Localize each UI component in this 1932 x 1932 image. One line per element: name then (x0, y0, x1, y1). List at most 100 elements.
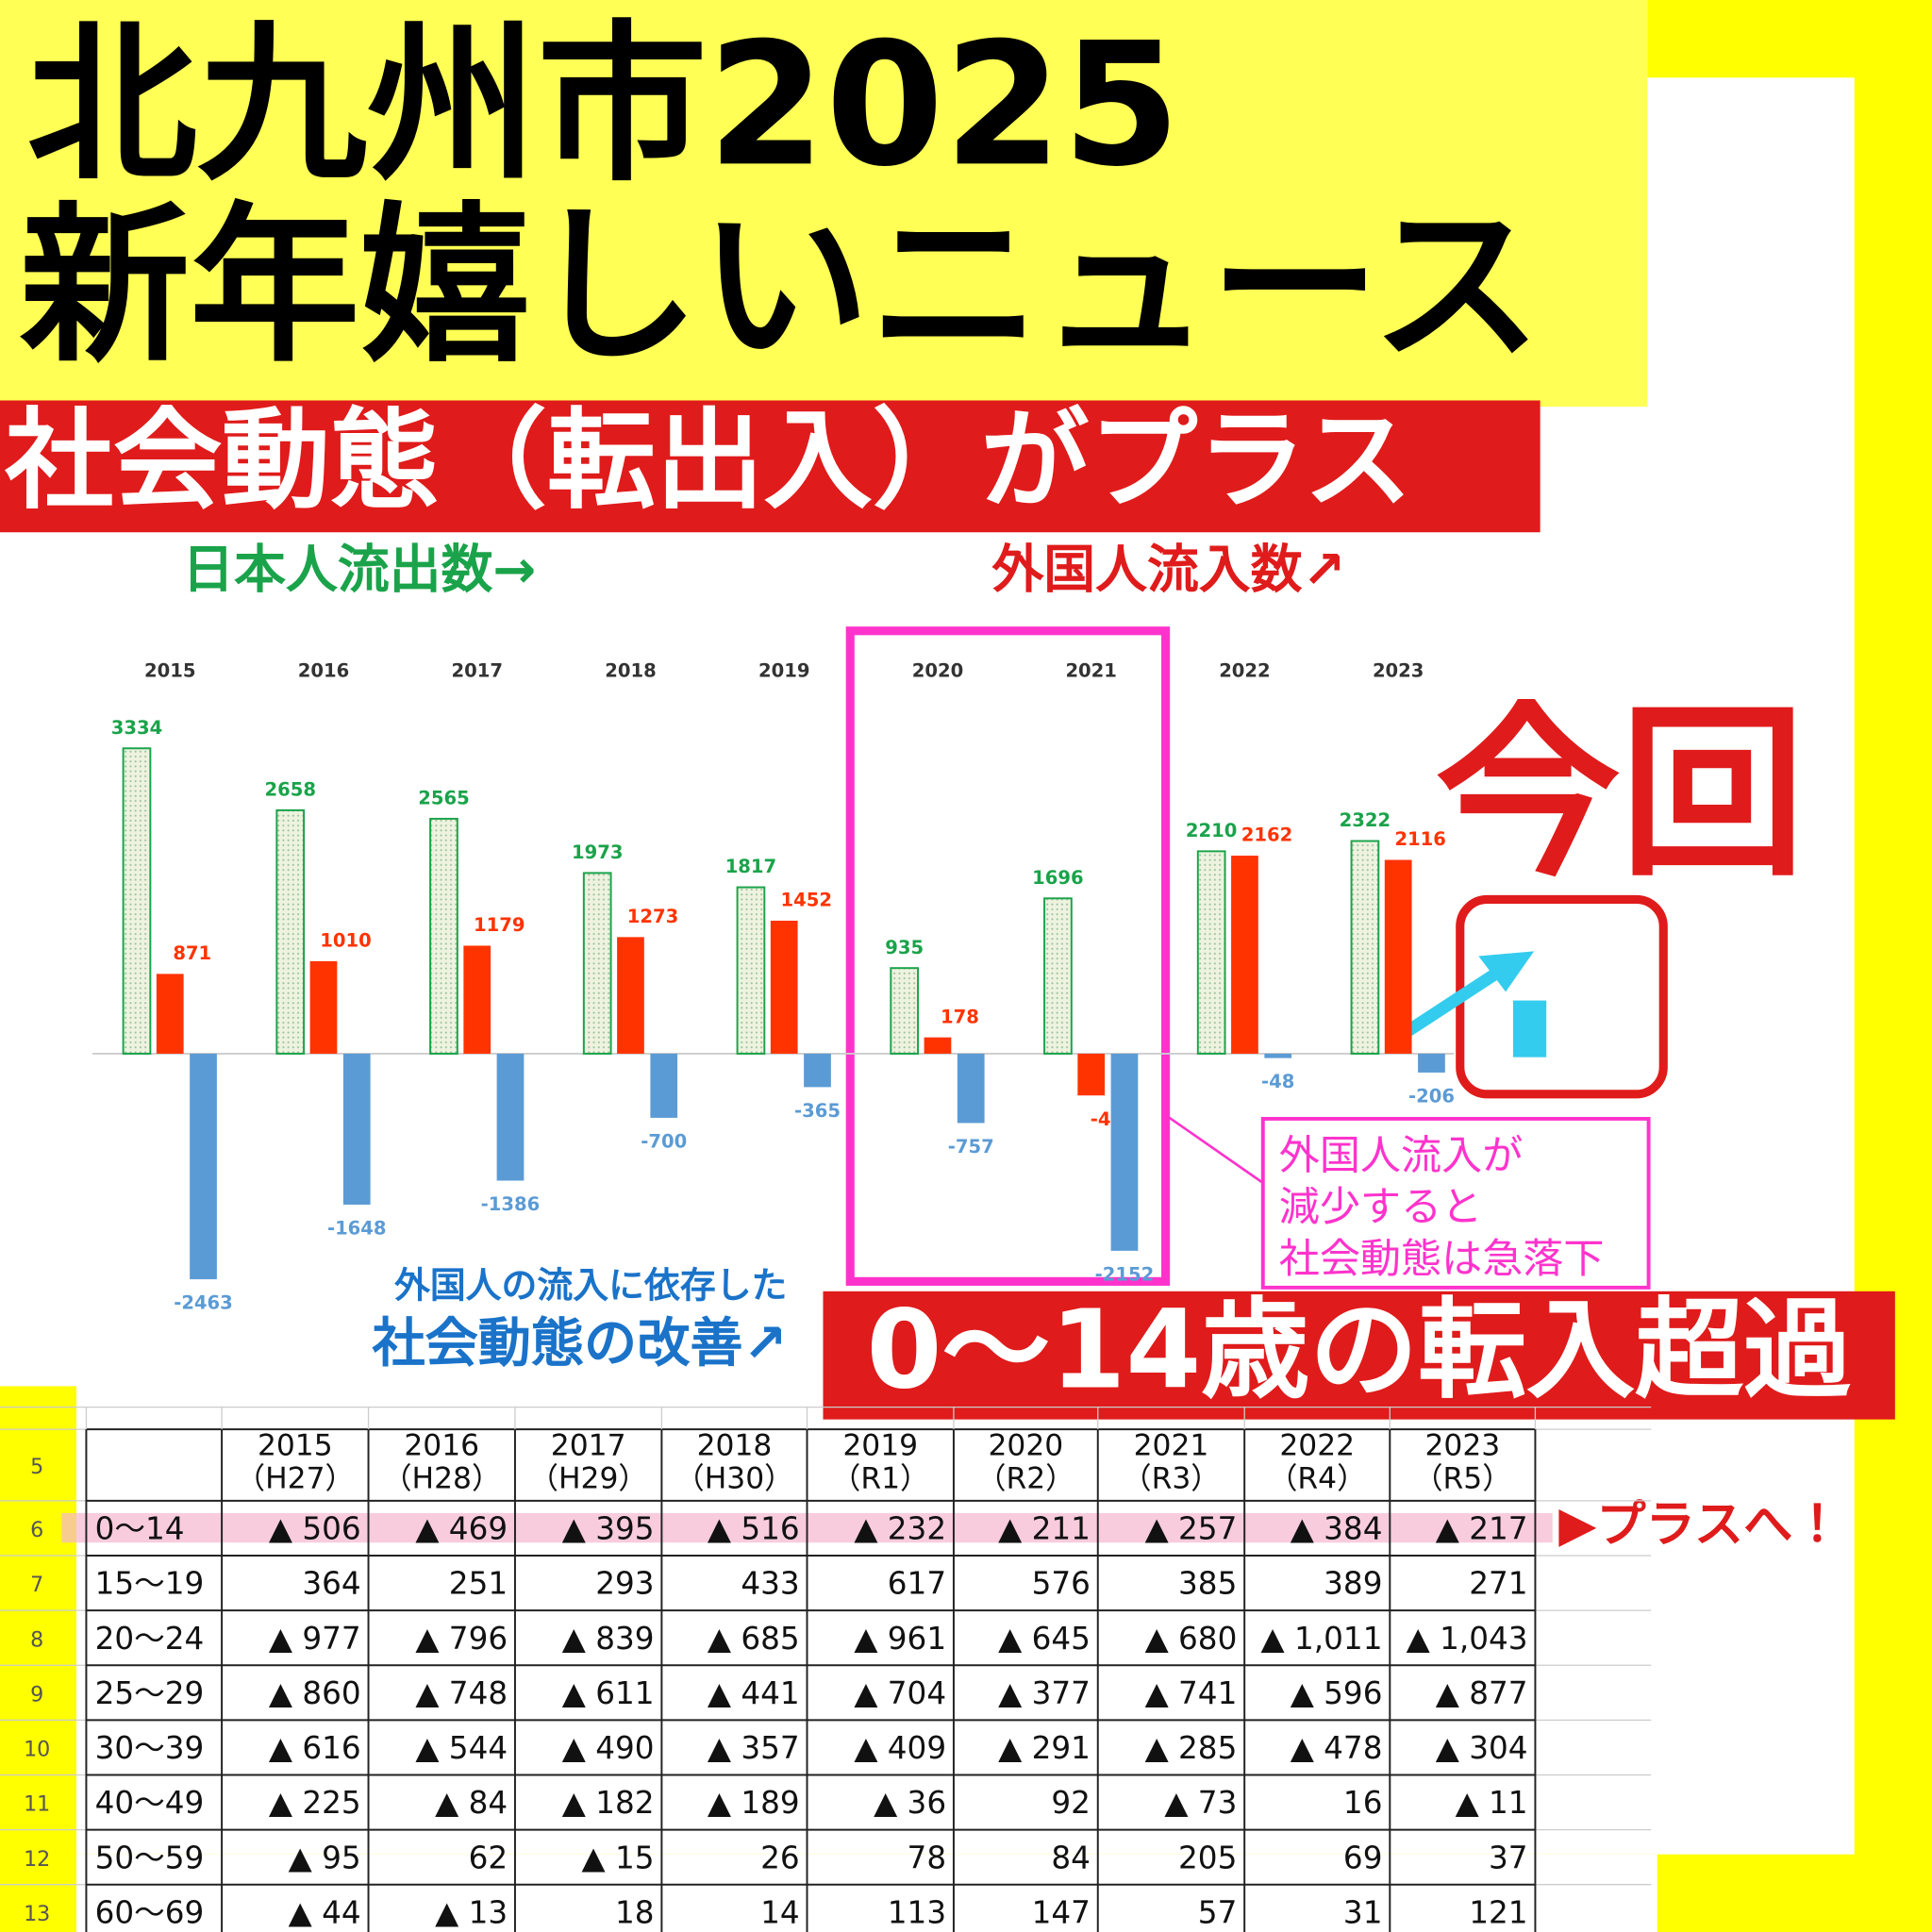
cell: 271 (1469, 1566, 1527, 1602)
bar (122, 747, 152, 1055)
cell: 57 (1198, 1894, 1238, 1930)
cell: 14 (760, 1894, 800, 1930)
row-number: 8 (30, 1627, 43, 1652)
cell: ▲ 544 (415, 1730, 508, 1766)
panel (75, 1854, 1657, 1932)
row-number: 7 (30, 1573, 43, 1597)
cell: ▲ 384 (1291, 1511, 1383, 1547)
category-label: 2021 (1065, 659, 1117, 681)
bar (924, 1037, 952, 1054)
bar (1350, 840, 1380, 1055)
column-header: 2022 (1279, 1428, 1355, 1462)
cell: 0〜14 (95, 1511, 185, 1547)
column-header: （R3） (1122, 1462, 1220, 1496)
title: 新年嬉しいニュース (20, 187, 1541, 385)
note: 外国人流入が (1279, 1132, 1524, 1179)
bar (804, 1053, 831, 1088)
value-label: 2116 (1394, 828, 1446, 850)
cell: ▲ 1,043 (1407, 1621, 1528, 1657)
cell: ▲ 377 (998, 1675, 1091, 1711)
cell: ▲ 1,011 (1261, 1621, 1383, 1657)
cell: 389 (1324, 1566, 1382, 1602)
series-label: 日本人流出数→ (182, 539, 536, 599)
bar (463, 945, 491, 1054)
cell: 433 (741, 1566, 799, 1602)
column-header: 2019 (842, 1428, 918, 1462)
note-box (1260, 1117, 1651, 1290)
cell: 18 (615, 1894, 655, 1930)
icon-bar (1512, 1000, 1547, 1058)
bar (342, 1053, 371, 1205)
cell: 251 (449, 1566, 508, 1602)
bar (309, 960, 338, 1054)
cell: ▲ 741 (1145, 1675, 1238, 1711)
cell: 113 (888, 1894, 946, 1930)
bar (190, 1053, 217, 1280)
value-label: 1179 (474, 914, 525, 936)
cell: 92 (1051, 1785, 1091, 1821)
cell: ▲ 11 (1456, 1785, 1528, 1821)
cell: ▲ 15 (582, 1840, 655, 1875)
row-number: 10 (24, 1738, 50, 1762)
column-header: 2023 (1425, 1428, 1501, 1462)
value-label: 1273 (627, 906, 679, 927)
column-header: （H28） (382, 1462, 501, 1496)
cell: ▲ 748 (415, 1675, 508, 1711)
cell: ▲ 409 (854, 1730, 946, 1766)
cell: ▲ 257 (1145, 1511, 1238, 1547)
cell: 84 (1051, 1840, 1091, 1875)
banner-box (823, 1291, 1895, 1420)
cell: ▲ 84 (435, 1785, 508, 1821)
category-label: 2023 (1373, 659, 1424, 681)
arrow-head (1478, 951, 1535, 992)
subtitle-band (0, 400, 1541, 533)
value-label: -1386 (481, 1193, 541, 1215)
cell: 50〜59 (95, 1840, 205, 1875)
cell: 37 (1489, 1840, 1528, 1875)
row-number: 11 (24, 1792, 50, 1817)
column-header: 2021 (1134, 1428, 1209, 1462)
value-label: 1452 (780, 890, 832, 911)
column-header: （H29） (529, 1462, 648, 1496)
cell: ▲ 395 (562, 1511, 655, 1547)
value-label: 1973 (572, 841, 624, 863)
cell: ▲ 285 (1145, 1730, 1238, 1766)
value-label: -2152 (1095, 1264, 1155, 1286)
value-label: 2565 (418, 788, 470, 809)
bar (1043, 897, 1073, 1055)
cell: ▲ 189 (708, 1785, 800, 1821)
value-label: 871 (173, 942, 211, 964)
value-label: 1817 (725, 856, 777, 877)
value-label: -365 (794, 1100, 841, 1122)
category-label: 2015 (144, 659, 196, 681)
note: 外国人の流入に依存した (393, 1264, 787, 1306)
cell: ▲ 680 (1145, 1621, 1238, 1657)
cell: ▲ 616 (269, 1730, 361, 1766)
cell: ▲ 490 (562, 1730, 655, 1766)
cell: 31 (1343, 1894, 1383, 1930)
bar (156, 974, 184, 1054)
cell: 617 (888, 1566, 946, 1602)
connector (1164, 1113, 1264, 1184)
bar (275, 808, 306, 1055)
yellow-edge (0, 1386, 76, 1932)
cell: ▲ 357 (708, 1730, 800, 1766)
cell: ▲ 232 (854, 1511, 946, 1547)
value-label: 2162 (1241, 824, 1293, 846)
column-header: （H27） (236, 1462, 355, 1496)
category-label: 2016 (298, 659, 350, 681)
column-header: 2015 (258, 1428, 333, 1462)
value-label: 2210 (1186, 820, 1238, 841)
cell: ▲ 516 (708, 1511, 800, 1547)
category-label: 2017 (451, 659, 502, 681)
bar (1418, 1053, 1445, 1073)
bar (650, 1053, 678, 1118)
value-label: -1648 (327, 1218, 387, 1240)
cell: 78 (908, 1840, 947, 1875)
bar (1196, 850, 1226, 1055)
cell: ▲ 182 (562, 1785, 655, 1821)
row-number: 9 (30, 1682, 43, 1707)
